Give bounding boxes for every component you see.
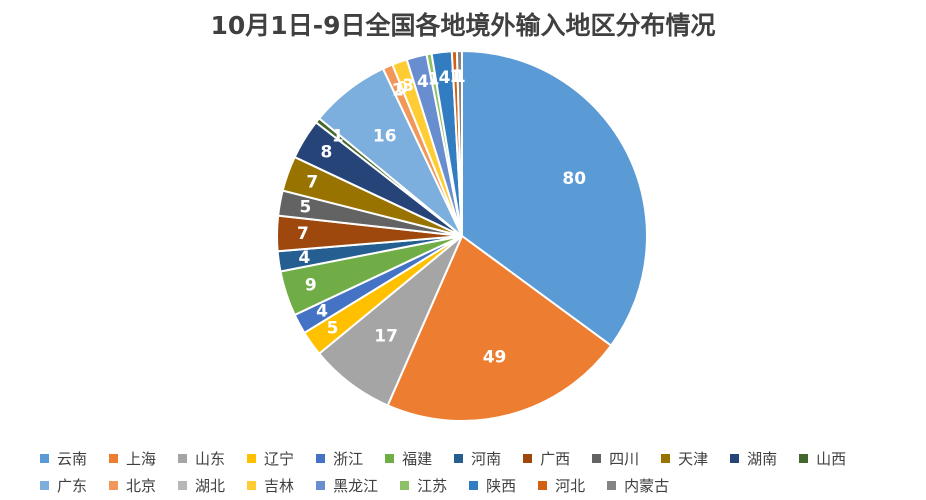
pie-label-16: 4 <box>417 72 429 92</box>
legend-label: 江苏 <box>417 477 448 495</box>
legend-item-11: 山西 <box>799 448 846 469</box>
pie-label-8: 5 <box>300 198 312 218</box>
pie-label-14: 0 <box>396 79 408 99</box>
legend-label: 广东 <box>57 477 88 495</box>
legend-item-0: 云南 <box>40 448 87 469</box>
pie-label-12: 16 <box>373 127 397 147</box>
legend: 云南 上海 山东 辽宁 浙江 福建 河南 广西 四川 天津 湖南 山西广东 北京 湖北 吉林 黑龙江 江苏 陕西 河… <box>40 448 900 496</box>
pie-label-13: 2 <box>392 80 404 100</box>
legend-label: 山东 <box>195 450 226 468</box>
pie-label-20: 1 <box>454 67 466 87</box>
legend-item-18: 陕西 <box>469 475 516 496</box>
legend-item-6: 河南 <box>454 448 501 469</box>
pie-label-19: 1 <box>450 67 462 87</box>
pie-slice-1 <box>386 234 613 422</box>
legend-swatch <box>400 481 410 490</box>
legend-swatch <box>592 454 602 463</box>
legend-item-20: 内蒙古 <box>607 475 669 496</box>
legend-item-8: 四川 <box>592 448 639 469</box>
legend-label: 北京 <box>126 477 157 495</box>
legend-item-5: 福建 <box>385 448 432 469</box>
legend-swatch <box>178 481 188 490</box>
legend-label: 四川 <box>609 450 640 468</box>
legend-label: 浙江 <box>333 450 364 468</box>
legend-item-3: 辽宁 <box>247 448 294 469</box>
legend-item-4: 浙江 <box>316 448 363 469</box>
legend-swatch <box>109 481 119 490</box>
pie-label-7: 7 <box>297 224 309 244</box>
legend-item-12: 广东 <box>40 475 87 496</box>
legend-swatch <box>247 481 257 490</box>
chart-title: 10月1日-9日全国各地境外输入地区分布情况 <box>210 11 716 40</box>
legend-label: 云南 <box>57 450 88 468</box>
pie-label-10: 8 <box>321 143 333 163</box>
pie-slice-0 <box>461 49 648 347</box>
legend-swatch <box>316 481 326 490</box>
pie-label-18: 4 <box>439 68 451 88</box>
pie-label-3: 5 <box>327 318 339 338</box>
legend-item-14: 湖北 <box>178 475 225 496</box>
pie-label-6: 4 <box>298 248 310 268</box>
legend-swatch <box>316 454 326 463</box>
legend-item-10: 湖南 <box>730 448 777 469</box>
legend-label: 湖南 <box>747 450 778 468</box>
legend-swatch <box>538 481 548 490</box>
legend-item-1: 上海 <box>109 448 156 469</box>
legend-label: 内蒙古 <box>624 477 670 495</box>
legend-label: 天津 <box>678 450 709 468</box>
legend-label: 山西 <box>816 450 847 468</box>
pie-label-4: 4 <box>316 302 328 322</box>
legend-label: 上海 <box>126 450 157 468</box>
legend-label: 黑龙江 <box>333 477 379 495</box>
legend-label: 湖北 <box>195 477 226 495</box>
pie-label-2: 17 <box>374 326 398 346</box>
legend-item-16: 黑龙江 <box>316 475 378 496</box>
legend-label: 吉林 <box>264 477 295 495</box>
legend-label: 陕西 <box>486 477 517 495</box>
legend-swatch <box>40 481 49 490</box>
legend-label: 福建 <box>402 450 433 468</box>
legend-label: 辽宁 <box>264 450 295 468</box>
legend-label: 河北 <box>555 477 586 495</box>
legend-swatch <box>730 454 740 463</box>
legend-swatch <box>661 454 671 463</box>
legend-swatch <box>607 481 617 490</box>
legend-swatch <box>178 454 188 463</box>
legend-item-17: 江苏 <box>400 475 447 496</box>
pie-slices <box>276 49 648 422</box>
legend-item-7: 广西 <box>523 448 570 469</box>
pie-label-15: 3 <box>402 76 414 96</box>
pie-slice-20 <box>455 49 463 237</box>
legend-swatch <box>109 454 119 463</box>
legend-label: 广西 <box>540 450 571 468</box>
pie-label-9: 7 <box>306 172 318 192</box>
legend-item-19: 河北 <box>538 475 585 496</box>
legend-item-2: 山东 <box>178 448 225 469</box>
legend-item-15: 吉林 <box>247 475 294 496</box>
pie-label-5: 9 <box>305 276 317 296</box>
legend-swatch <box>523 454 533 463</box>
pie-label-0: 80 <box>562 169 586 189</box>
legend-swatch <box>247 454 257 463</box>
pie-label-1: 49 <box>483 348 507 368</box>
legend-swatch <box>799 454 809 463</box>
legend-swatch <box>385 454 395 463</box>
legend-item-13: 北京 <box>109 475 156 496</box>
legend-item-9: 天津 <box>661 448 708 469</box>
legend-swatch <box>454 454 464 463</box>
legend-label: 河南 <box>471 450 502 468</box>
legend-swatch <box>40 454 49 463</box>
pie-label-17: 1 <box>428 69 440 89</box>
pie-label-11: 1 <box>332 127 344 147</box>
legend-swatch <box>469 481 479 490</box>
